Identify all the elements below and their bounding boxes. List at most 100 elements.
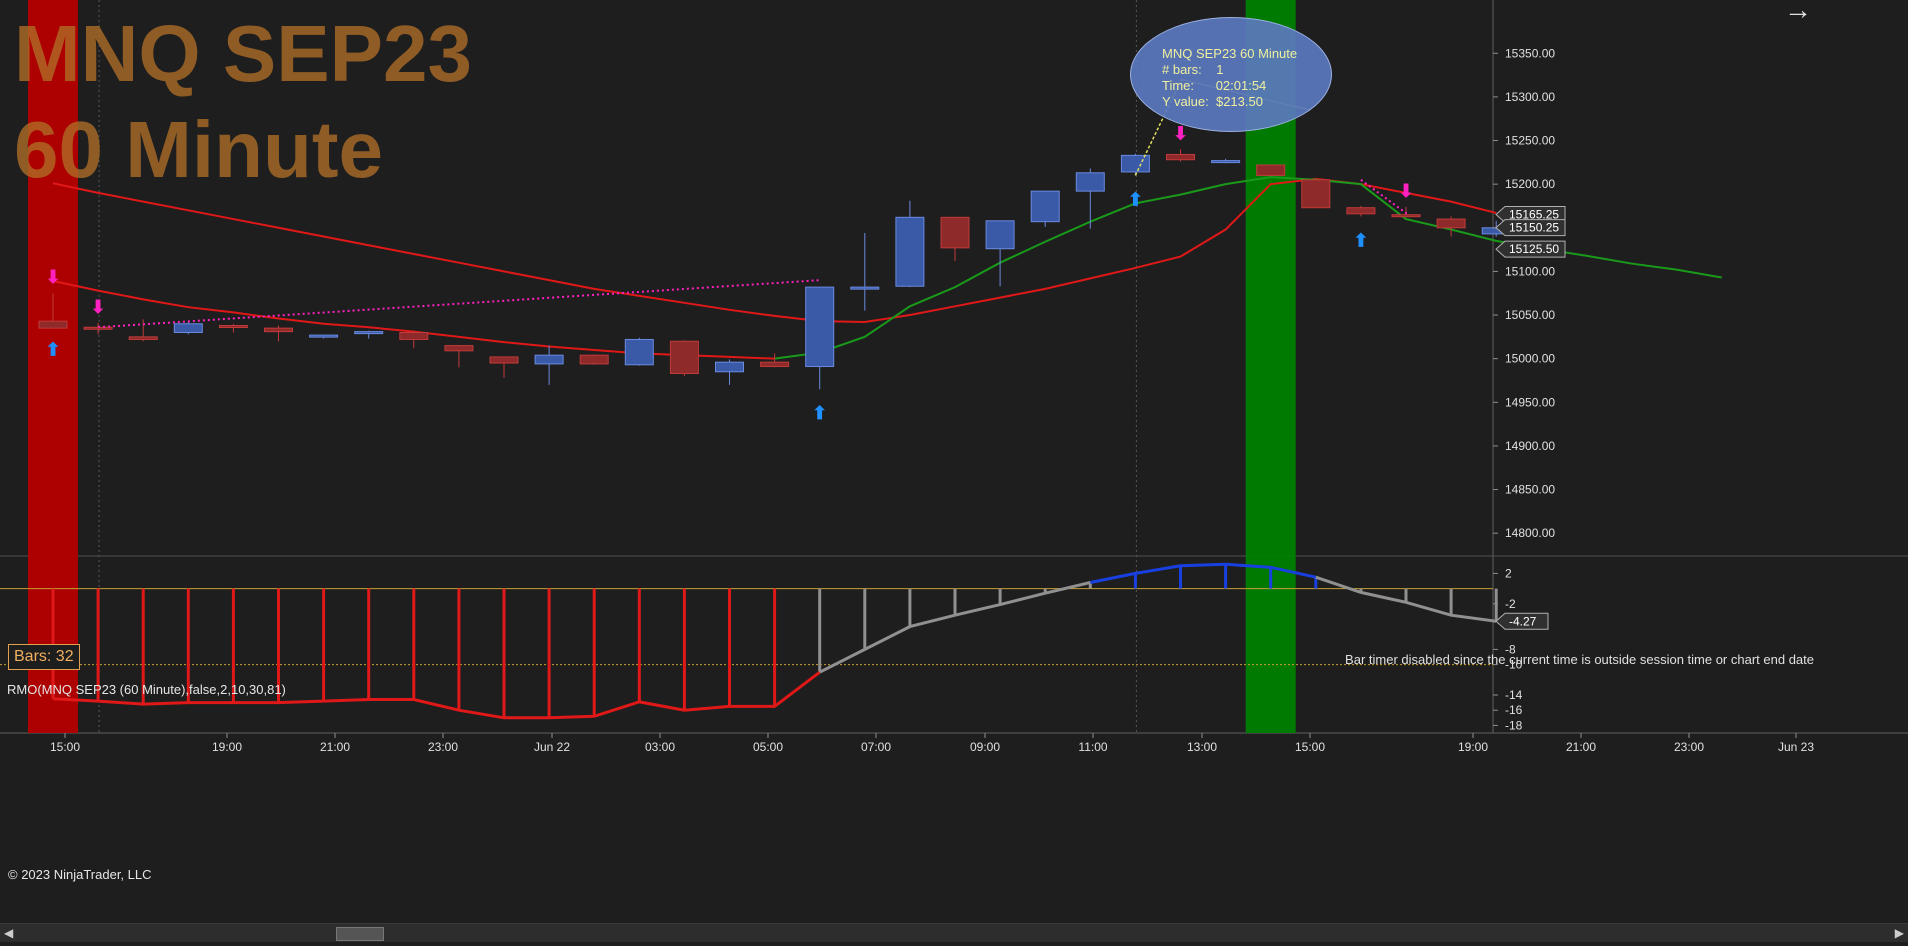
candle-body[interactable] [264, 327, 293, 333]
measure-tooltip-text: MNQ SEP23 60 Minute # bars: 1 Time: 02:0… [1162, 46, 1297, 110]
scroll-to-end-arrow-icon[interactable]: → [1784, 0, 1812, 25]
rmo-axis-label: -8 [1505, 642, 1516, 656]
tooltip-line: Y value: $213.50 [1162, 94, 1263, 109]
time-axis-label: 15:00 [1295, 740, 1325, 754]
last-price-marker [1495, 240, 1566, 258]
sell-signal-arrow-icon: ⬇ [91, 297, 106, 317]
time-axis-label: 13:00 [1187, 740, 1217, 754]
measure-tooltip-bubble [1130, 17, 1332, 132]
indicator-label: RMO(MNQ SEP23 (60 Minute),false,2,10,30,… [7, 682, 286, 697]
buy-signal-arrow-icon: ⬆ [45, 340, 60, 360]
time-axis-label: 09:00 [970, 740, 1000, 754]
tooltip-line: Time: 02:01:54 [1162, 78, 1267, 93]
time-axis-label: 03:00 [645, 740, 675, 754]
price-axis-label: 14950.00 [1505, 395, 1555, 409]
candle-body[interactable] [309, 334, 339, 338]
candle-body[interactable] [805, 286, 835, 368]
candle-body[interactable] [444, 345, 474, 352]
candle-body[interactable] [489, 356, 519, 364]
candle-body[interactable] [715, 361, 744, 373]
drawn-trend-line[interactable] [98, 279, 820, 329]
sell-signal-arrow-icon: ⬇ [1173, 123, 1188, 143]
time-axis-label: 21:00 [1566, 740, 1596, 754]
time-axis-label: 11:00 [1078, 740, 1107, 754]
time-axis-label: 07:00 [861, 740, 891, 754]
candle-body[interactable] [760, 361, 790, 368]
rmo-line-gray [1315, 575, 1497, 623]
rmo-axis-label: -2 [1505, 597, 1516, 611]
rmo-axis-label: -14 [1505, 688, 1523, 702]
moving-average-red [52, 177, 1497, 324]
candle-body[interactable] [940, 216, 970, 249]
buy-signal-arrow-icon: ⬆ [1353, 230, 1368, 250]
rmo-axis-label: -16 [1505, 703, 1523, 717]
candle-body[interactable] [1030, 190, 1060, 223]
price-axis-label: 15350.00 [1505, 46, 1555, 60]
rmo-line-gray [819, 581, 1091, 674]
price-axis-label: 14850.00 [1505, 483, 1555, 497]
sell-signal-arrow-icon: ⬇ [45, 267, 60, 287]
candle-body[interactable] [579, 354, 609, 365]
tooltip-line: MNQ SEP23 60 Minute [1162, 46, 1298, 61]
time-axis-label: Jun 22 [534, 740, 570, 754]
candle-body[interactable] [1120, 154, 1150, 173]
candle-body[interactable] [534, 354, 564, 365]
candle-body[interactable] [1301, 179, 1331, 209]
scroll-left-icon[interactable]: ◀ [4, 926, 14, 940]
candle-body[interactable] [895, 216, 925, 287]
candle-body[interactable] [173, 323, 203, 333]
horizontal-scrollbar[interactable]: ◀ ▶ [0, 923, 1908, 942]
price-axis-label: 15000.00 [1505, 352, 1555, 366]
time-axis-label: 05:00 [753, 740, 783, 754]
time-axis-label: 15:00 [50, 740, 80, 754]
candle-body[interactable] [850, 286, 880, 290]
candle-body[interactable] [1346, 207, 1376, 215]
candle-body[interactable] [354, 331, 384, 335]
tooltip-line: # bars: 1 [1162, 62, 1224, 77]
measure-tool-line[interactable] [1134, 79, 1183, 176]
rmo-last-value-marker [1495, 612, 1549, 630]
scrollbar-thumb[interactable] [336, 927, 384, 941]
time-axis-label: 19:00 [212, 740, 242, 754]
last-price-label: 15125.50 [1509, 242, 1559, 256]
bar-counter-badge: Bars: 32 [8, 644, 80, 670]
rmo-last-value-label: -4.27 [1509, 614, 1537, 628]
candle-body[interactable] [1436, 218, 1466, 229]
price-axis-label: 15200.00 [1505, 177, 1555, 191]
rmo-line-blue [1090, 562, 1317, 584]
time-axis-label: 21:00 [320, 740, 350, 754]
candle-body[interactable] [128, 336, 158, 340]
price-axis-label: 14900.00 [1505, 439, 1555, 453]
last-price-label: 15165.25 [1509, 207, 1559, 221]
scroll-right-icon[interactable]: ▶ [1894, 926, 1904, 940]
instrument-watermark-title: MNQ SEP23 60 Minute [14, 9, 472, 194]
candle-body[interactable] [399, 331, 429, 340]
rmo-axis-label: -18 [1505, 718, 1523, 732]
price-axis-label: 15300.00 [1505, 90, 1555, 104]
rmo-line-red [52, 671, 821, 720]
candle-body[interactable] [1256, 164, 1286, 176]
candle-body[interactable] [1075, 172, 1105, 192]
candle-body[interactable] [83, 326, 113, 330]
candle-body[interactable] [624, 338, 654, 366]
buy-signal-arrow-icon: ⬆ [1128, 189, 1143, 209]
price-axis-label: 15050.00 [1505, 308, 1555, 322]
candle-body[interactable] [1391, 214, 1421, 218]
time-axis-label: 19:00 [1458, 740, 1488, 754]
candle-body[interactable] [985, 220, 1015, 250]
time-axis-label: 23:00 [1674, 740, 1704, 754]
price-axis-label: 14800.00 [1505, 526, 1555, 540]
copyright-notice: © 2023 NinjaTrader, LLC [8, 867, 152, 882]
rmo-axis-label: -10 [1505, 658, 1523, 672]
candle-body[interactable] [38, 320, 68, 329]
rmo-axis-label: 2 [1505, 566, 1512, 580]
candle-body[interactable] [669, 340, 699, 375]
price-axis-label: 15100.00 [1505, 264, 1555, 278]
last-price-label: 15150.25 [1509, 221, 1559, 235]
buy-signal-arrow-icon: ⬆ [812, 403, 827, 423]
bar-timer-note: Bar timer disabled since the current tim… [1345, 652, 1814, 667]
candle-body[interactable] [1166, 153, 1195, 161]
candle-body[interactable] [1211, 160, 1241, 164]
candle-body[interactable] [218, 325, 248, 329]
